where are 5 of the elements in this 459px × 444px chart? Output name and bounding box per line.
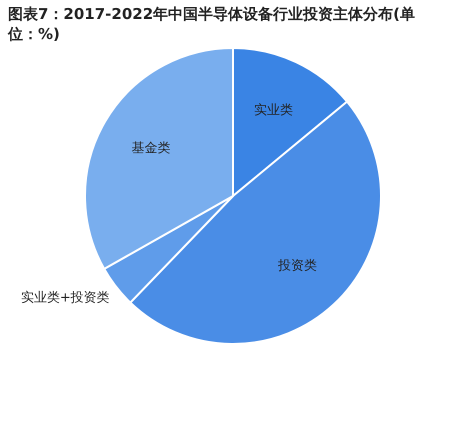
slice-label: 基金类	[131, 141, 170, 156]
slice-label: 实业类	[254, 103, 293, 118]
slice-label: 投资类	[277, 258, 318, 274]
chart-title: 图表7：2017-2022年中国半导体设备行业投资主体分布(单位：%)	[6, 4, 416, 44]
slice-label: 实业类+投资类	[20, 290, 110, 306]
